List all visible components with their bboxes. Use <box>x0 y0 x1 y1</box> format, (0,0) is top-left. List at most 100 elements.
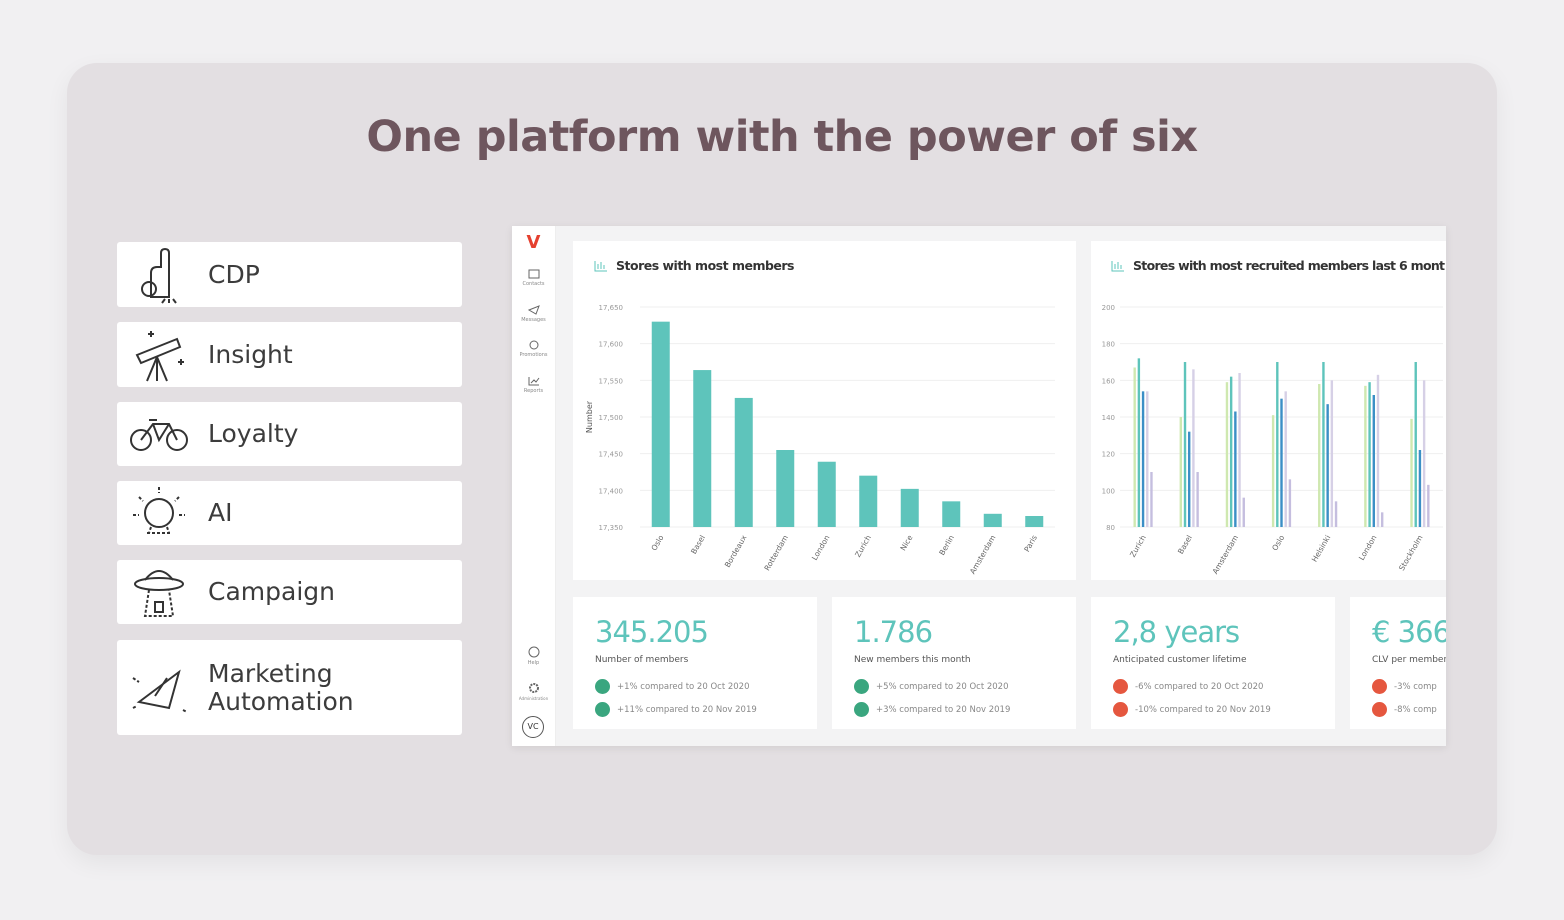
nav-item[interactable]: Reports <box>512 376 555 394</box>
trend-text: -10% compared to 20 Nov 2019 <box>1135 704 1271 715</box>
bar <box>1376 374 1380 527</box>
bar <box>1242 497 1245 527</box>
dashboard-screenshot: V Contacts Messages Promotions Reports H… <box>512 226 1446 746</box>
y-tick-label: 17,450 <box>599 451 624 459</box>
kpi-card: 345.205 Number of members +1% compared t… <box>573 597 817 729</box>
bar <box>942 501 961 527</box>
bar <box>1025 516 1044 527</box>
kpi-label: New members this month <box>854 655 971 665</box>
nav-label: Messages <box>521 317 546 323</box>
bar <box>900 488 919 527</box>
bar <box>693 370 712 527</box>
y-tick-label: 80 <box>1106 524 1115 532</box>
nav-item[interactable]: Promotions <box>512 340 555 358</box>
feature-item: Insight <box>117 322 462 387</box>
nav-label: Administration <box>518 696 549 701</box>
icon <box>528 377 539 386</box>
x-tick-label: Basel <box>689 534 707 556</box>
x-tick-label: London <box>1357 533 1379 562</box>
logo: V <box>526 232 541 253</box>
trend-text: +5% compared to 20 Oct 2020 <box>876 681 1009 692</box>
bar <box>1179 417 1183 527</box>
bar <box>1150 472 1153 527</box>
chart-title: Stores with most members <box>616 258 794 273</box>
feature-item: Marketing Automation <box>117 640 462 735</box>
bar <box>859 475 878 527</box>
trend-text: -3% comp <box>1394 681 1437 692</box>
trend-icon <box>1113 679 1128 694</box>
icon <box>528 269 539 279</box>
x-tick-label: Helsinki <box>1310 534 1333 564</box>
bar <box>1368 382 1371 527</box>
bar <box>1414 362 1417 527</box>
x-tick-label: Bordeaux <box>723 533 749 569</box>
bar <box>1372 395 1375 527</box>
chart-title: Stores with most recruited members last … <box>1133 258 1445 273</box>
bar <box>983 513 1002 527</box>
bar <box>1288 479 1292 527</box>
trend-icon <box>854 702 869 717</box>
trend-text: -8% comp <box>1394 704 1437 715</box>
feature-label: Campaign <box>208 577 335 606</box>
y-tick-label: 160 <box>1102 377 1115 385</box>
bar <box>1234 411 1237 527</box>
icon <box>132 668 188 713</box>
x-tick-label: Rotterdam <box>762 534 790 573</box>
x-tick-label: Zurich <box>853 533 873 558</box>
bar <box>1141 391 1145 527</box>
x-tick-label: Paris <box>1022 533 1039 553</box>
trend-text: +11% compared to 20 Nov 2019 <box>617 704 757 715</box>
x-tick-label: Amsterdam <box>1211 534 1241 576</box>
user-avatar[interactable]: VC <box>522 716 544 738</box>
kpi-label: Number of members <box>595 655 689 665</box>
nav-label: Help <box>527 660 540 666</box>
feature-label: Insight <box>208 339 293 369</box>
chart-icon <box>1111 261 1124 272</box>
x-tick-label: Berlin <box>937 533 956 557</box>
bar <box>1284 391 1287 527</box>
trend-icon <box>595 679 610 694</box>
icon <box>528 683 539 693</box>
x-tick-label: Basel <box>1176 534 1194 556</box>
feature-label: CDP <box>208 259 260 289</box>
icon <box>135 330 184 381</box>
bar <box>1188 431 1191 527</box>
bar <box>1183 362 1187 527</box>
x-tick-label: Nice <box>898 533 914 552</box>
chart: Stores with most members Number 17,350 17… <box>585 258 1055 576</box>
bar <box>1271 415 1275 527</box>
bar <box>734 397 753 527</box>
y-tick-label: 100 <box>1102 487 1115 495</box>
kpi-label: CLV per member <box>1372 655 1446 665</box>
feature-label: Marketing Automation <box>208 658 354 716</box>
bar <box>1427 484 1430 527</box>
bar <box>1225 382 1229 527</box>
kpi-value: 2,8 years <box>1113 615 1240 649</box>
icon <box>141 247 177 304</box>
bar <box>1334 501 1338 527</box>
nav-item[interactable]: Administration <box>512 682 555 701</box>
bar <box>1322 362 1325 527</box>
trend-text: +3% compared to 20 Nov 2019 <box>876 704 1011 715</box>
nav-label: Reports <box>523 388 544 394</box>
nav-item[interactable]: Messages <box>512 305 555 323</box>
feature-item: Loyalty <box>117 402 462 466</box>
y-tick-label: 17,650 <box>599 304 624 312</box>
nav-item[interactable]: Contacts <box>512 269 555 287</box>
trend-icon <box>854 679 869 694</box>
kpi-value: 345.205 <box>595 615 709 649</box>
trend-icon <box>1372 702 1387 717</box>
chart-icon <box>594 261 607 272</box>
icon <box>529 340 538 350</box>
kpi-label: Anticipated customer lifetime <box>1113 655 1247 665</box>
trend-icon <box>595 702 610 717</box>
feature-label: AI <box>208 498 233 527</box>
nav-item[interactable]: Help <box>512 646 555 666</box>
kpi-card: 1.786 New members this month +5% compare… <box>832 597 1076 729</box>
feature-label: Loyalty <box>208 419 299 448</box>
y-tick-label: 180 <box>1102 341 1115 349</box>
chart: Stores with most recruited members last … <box>1102 258 1446 576</box>
bar <box>1318 384 1321 527</box>
bar <box>817 461 836 527</box>
bar <box>1196 472 1199 527</box>
